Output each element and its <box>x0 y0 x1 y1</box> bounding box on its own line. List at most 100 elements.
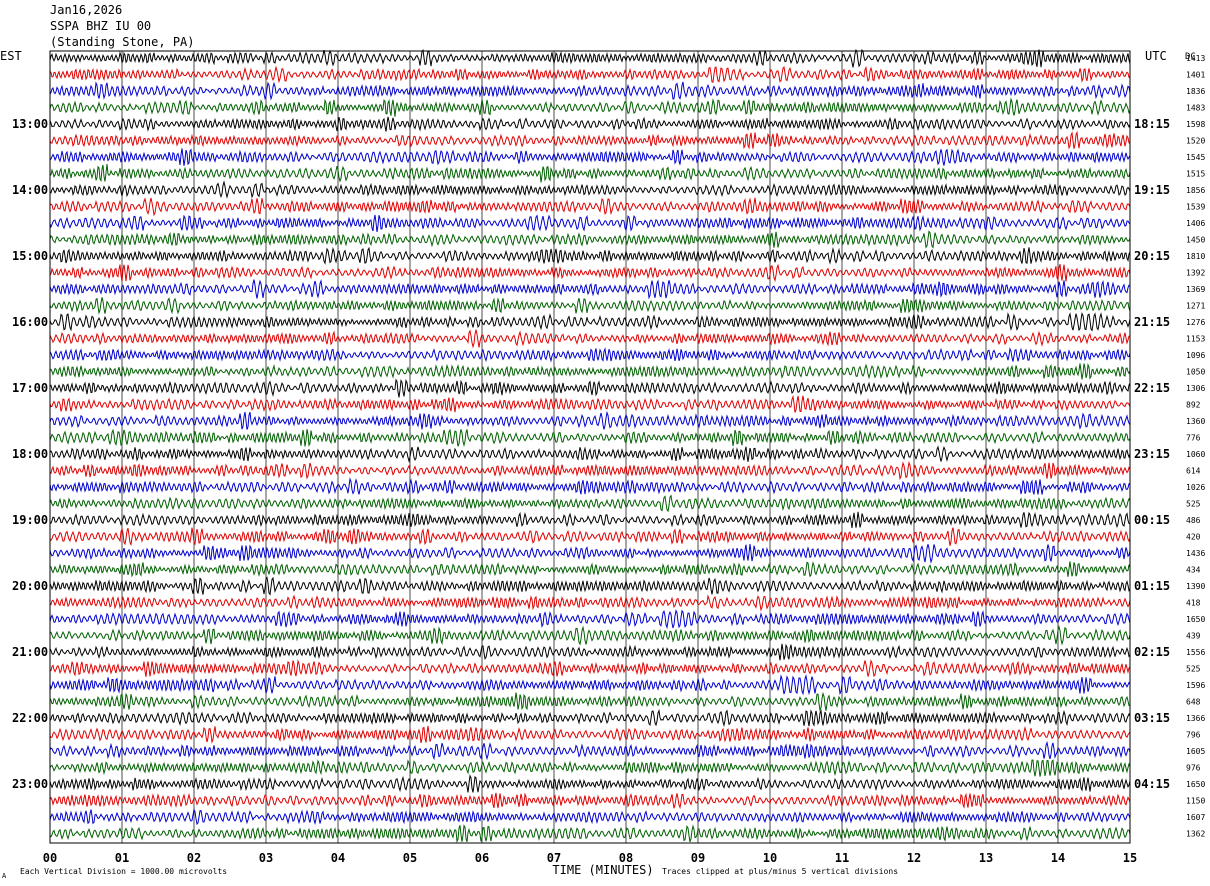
trace-line <box>49 81 1131 101</box>
x-tick-label: 01 <box>115 851 129 865</box>
dc-offset-label: 776 <box>1186 434 1201 443</box>
trace-line <box>49 725 1131 744</box>
utc-hour-label: 23:15 <box>1134 447 1170 461</box>
trace-line <box>49 180 1131 199</box>
dc-offset-label: 1413 <box>1186 54 1205 63</box>
trace-line <box>49 460 1131 481</box>
utc-axis-title: UTC <box>1145 49 1167 63</box>
dc-offset-label: 1836 <box>1186 87 1205 96</box>
dc-offset-label: 1520 <box>1186 137 1205 146</box>
trace-line <box>49 691 1131 713</box>
trace-line <box>49 740 1131 761</box>
dc-offset-label: 1369 <box>1186 285 1205 294</box>
trace-line <box>49 774 1131 793</box>
trace-line <box>49 312 1131 332</box>
utc-hour-label: 19:15 <box>1134 183 1170 197</box>
trace-line <box>49 214 1131 233</box>
dc-offset-label: 1360 <box>1186 417 1205 426</box>
dc-offset-label: 1362 <box>1186 830 1205 839</box>
est-hour-label: 17:00 <box>12 381 48 395</box>
x-tick-label: 12 <box>907 851 921 865</box>
est-hour-label: 14:00 <box>12 183 48 197</box>
dc-offset-label: 1096 <box>1186 351 1205 360</box>
trace-line <box>49 477 1131 496</box>
utc-hour-label: 20:15 <box>1134 249 1170 263</box>
dc-offset-label: 796 <box>1186 731 1201 740</box>
utc-hour-label: 04:15 <box>1134 777 1170 791</box>
trace-line <box>49 494 1131 513</box>
dc-offset-label: 486 <box>1186 516 1201 525</box>
x-tick-label: 06 <box>475 851 489 865</box>
utc-hour-label: 00:15 <box>1134 513 1170 527</box>
dc-offset-label: 1605 <box>1186 747 1205 756</box>
trace-line <box>49 792 1131 810</box>
est-axis-title: EST <box>0 49 22 63</box>
trace-line <box>49 594 1131 612</box>
dc-offset-label: 1856 <box>1186 186 1205 195</box>
dc-offset-label: 1607 <box>1186 813 1205 822</box>
x-tick-label: 11 <box>835 851 849 865</box>
dc-offset-label: 1050 <box>1186 368 1205 377</box>
utc-hour-label: 02:15 <box>1134 645 1170 659</box>
dc-offset-label: 1483 <box>1186 104 1205 113</box>
dc-offset-label: 1450 <box>1186 236 1205 245</box>
dc-offset-label: 1598 <box>1186 120 1205 129</box>
trace-line <box>49 428 1131 448</box>
x-tick-label: 13 <box>979 851 993 865</box>
trace-line <box>49 197 1131 217</box>
trace-line <box>49 279 1131 300</box>
trace-line <box>50 659 1131 678</box>
x-tick-label: 05 <box>403 851 417 865</box>
dc-offset-label: 1810 <box>1186 252 1205 261</box>
trace-line <box>49 673 1131 696</box>
dc-offset-label: 1650 <box>1186 615 1205 624</box>
dc-offset-label: 439 <box>1186 632 1201 641</box>
dc-offset-label: 434 <box>1186 566 1201 575</box>
utc-hour-label: 21:15 <box>1134 315 1170 329</box>
x-tick-label: 08 <box>619 851 633 865</box>
dc-offset-label: 1515 <box>1186 170 1205 179</box>
dc-offset-label: 1650 <box>1186 780 1205 789</box>
dc-offset-label: 1271 <box>1186 302 1205 311</box>
corner-mark: A <box>2 872 7 880</box>
dc-offset-label: 420 <box>1186 533 1201 542</box>
trace-line <box>49 329 1131 349</box>
trace-line <box>49 708 1131 728</box>
trace-line <box>49 824 1131 844</box>
utc-hour-label: 03:15 <box>1134 711 1170 725</box>
dc-offset-label: 976 <box>1186 764 1201 773</box>
x-axis-title: TIME (MINUTES) <box>552 863 653 877</box>
x-tick-label: 04 <box>331 851 345 865</box>
utc-hour-label: 18:15 <box>1134 117 1170 131</box>
dc-offset-label: 1153 <box>1186 335 1205 344</box>
seismic-traces <box>49 48 1131 844</box>
dc-offset-label: 1539 <box>1186 203 1205 212</box>
trace-line <box>49 609 1131 630</box>
est-hour-label: 20:00 <box>12 579 48 593</box>
dc-offset-label: 1390 <box>1186 582 1205 591</box>
dc-offset-label: 525 <box>1186 665 1201 674</box>
est-hour-label: 16:00 <box>12 315 48 329</box>
trace-line <box>49 378 1131 398</box>
x-tick-label: 02 <box>187 851 201 865</box>
dc-offset-label: 1392 <box>1186 269 1205 278</box>
est-hour-label: 21:00 <box>12 645 48 659</box>
dc-offset-label: 1366 <box>1186 714 1205 723</box>
trace-line <box>49 116 1131 132</box>
axis-labels: 1413140118361483159815201545151518561539… <box>0 49 1205 877</box>
trace-line <box>49 97 1131 117</box>
trace-line <box>49 263 1131 283</box>
trace-line <box>49 576 1131 596</box>
dc-offset-label: 1306 <box>1186 384 1205 393</box>
trace-line <box>49 624 1131 646</box>
clip-note: Traces clipped at plus/minus 5 vertical … <box>662 867 899 876</box>
trace-line <box>49 246 1131 265</box>
dc-offset-label: 648 <box>1186 698 1201 707</box>
trace-line <box>49 808 1131 826</box>
dc-offset-label: 1406 <box>1186 219 1205 228</box>
plot-frame <box>49 50 1131 844</box>
dc-offset-label: 1150 <box>1186 797 1205 806</box>
dc-column-title: DC <box>1185 52 1196 62</box>
dc-offset-label: 1556 <box>1186 648 1205 657</box>
trace-line <box>49 759 1131 777</box>
